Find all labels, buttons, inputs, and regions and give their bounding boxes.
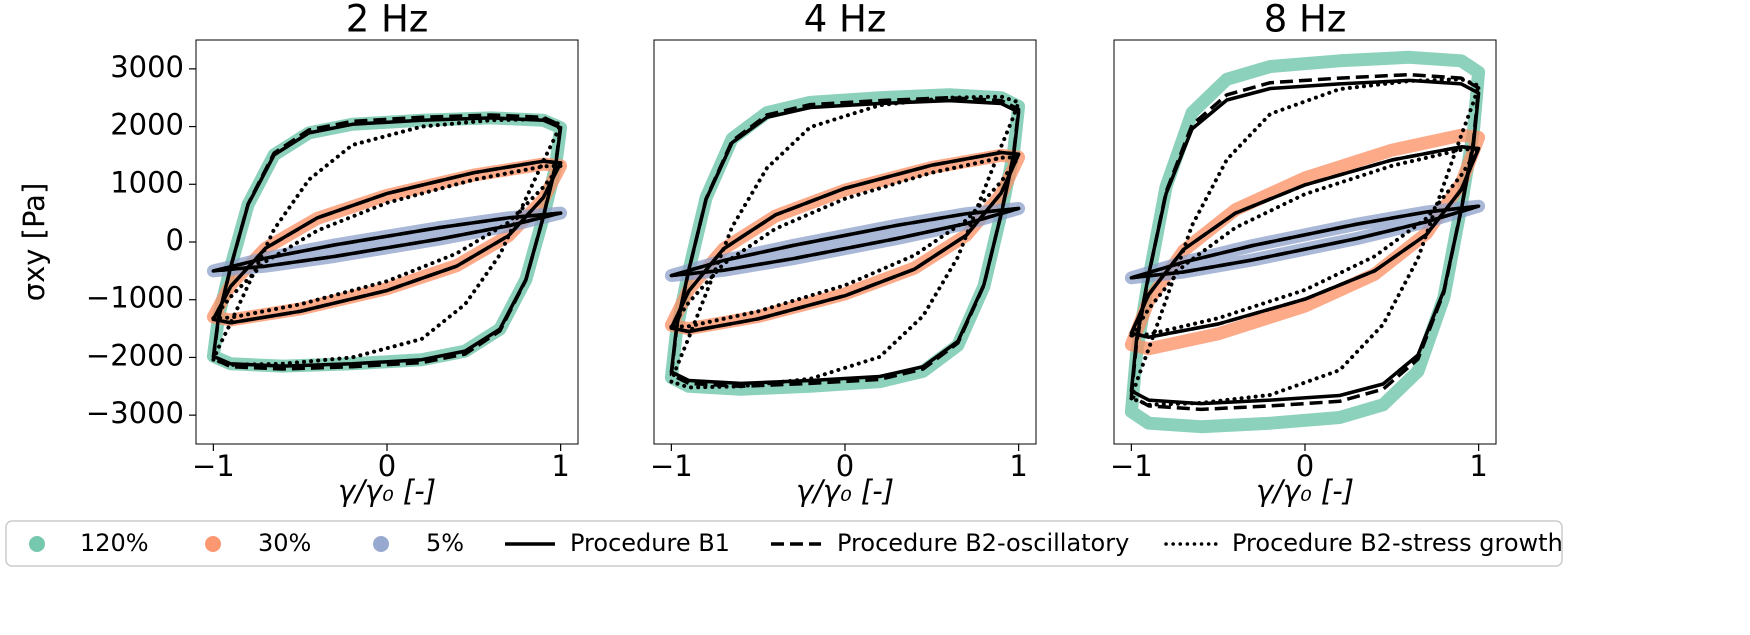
- x-tick-label: 1: [1009, 449, 1027, 483]
- panel-title: 4 Hz: [804, 0, 887, 41]
- y-tick-label: 3000: [110, 50, 184, 84]
- data-loop: [1124, 128, 1486, 356]
- x-tick-label: −1: [650, 449, 693, 483]
- legend-label: Procedure B1: [570, 529, 730, 557]
- x-tick-label: −1: [1110, 449, 1153, 483]
- x-axis-label: γ/γ₀ [-]: [338, 474, 436, 508]
- model-line: [211, 117, 563, 367]
- model-line: [669, 94, 1021, 390]
- plot-area: [1124, 50, 1486, 434]
- legend-marker: [29, 536, 45, 552]
- model-line: [1129, 72, 1481, 412]
- x-axis-label: γ/γ₀ [-]: [796, 474, 894, 508]
- x-tick-label: 0: [836, 449, 854, 483]
- panel: 2 Hz −1 0 1 −3000 −2000 −1000 0 1000 2000 3000 γ/γ₀…: [17, 0, 579, 508]
- model-line: [669, 155, 1021, 329]
- y-tick-label: −2000: [86, 338, 184, 372]
- legend-label: Procedure B2-stress growth: [1232, 529, 1563, 557]
- y-tick-label: 1000: [110, 165, 184, 199]
- plot-area: [206, 111, 568, 373]
- model-line: [1129, 145, 1481, 339]
- x-tick-label: −1: [192, 449, 235, 483]
- panel: 8 Hz −1 0 1 γ/γ₀ [-]: [1110, 0, 1497, 508]
- legend-label: Procedure B2-oscillatory: [837, 529, 1129, 557]
- legend-marker: [373, 536, 389, 552]
- model-line: [211, 211, 563, 273]
- panel: 4 Hz −1 0 1 γ/γ₀ [-]: [650, 0, 1037, 508]
- legend-label: 5%: [426, 529, 464, 557]
- model-line: [1129, 204, 1481, 280]
- x-tick-label: 0: [378, 449, 396, 483]
- x-tick-label: 0: [1296, 449, 1314, 483]
- model-line: [211, 163, 563, 321]
- model-line: [669, 150, 1021, 334]
- x-axis-label: γ/γ₀ [-]: [1256, 474, 1354, 508]
- panel-title: 2 Hz: [346, 0, 429, 41]
- x-tick-label: 1: [1469, 449, 1487, 483]
- legend-label: 120%: [80, 529, 149, 557]
- legend-label: 30%: [258, 529, 311, 557]
- y-tick-label: 2000: [110, 108, 184, 142]
- model-line: [211, 113, 563, 371]
- model-line: [211, 159, 563, 325]
- x-tick-label: 1: [551, 449, 569, 483]
- panel-title: 8 Hz: [1264, 0, 1347, 41]
- data-loop: [1124, 50, 1486, 434]
- y-axis-label: σxy [Pa]: [17, 183, 51, 302]
- y-tick-label: 0: [166, 223, 184, 257]
- model-line: [669, 206, 1021, 278]
- legend-marker: [205, 536, 221, 552]
- y-tick-label: −3000: [86, 396, 184, 430]
- model-line: [669, 95, 1021, 389]
- y-tick-label: −1000: [86, 281, 184, 315]
- plot-area: [664, 88, 1026, 396]
